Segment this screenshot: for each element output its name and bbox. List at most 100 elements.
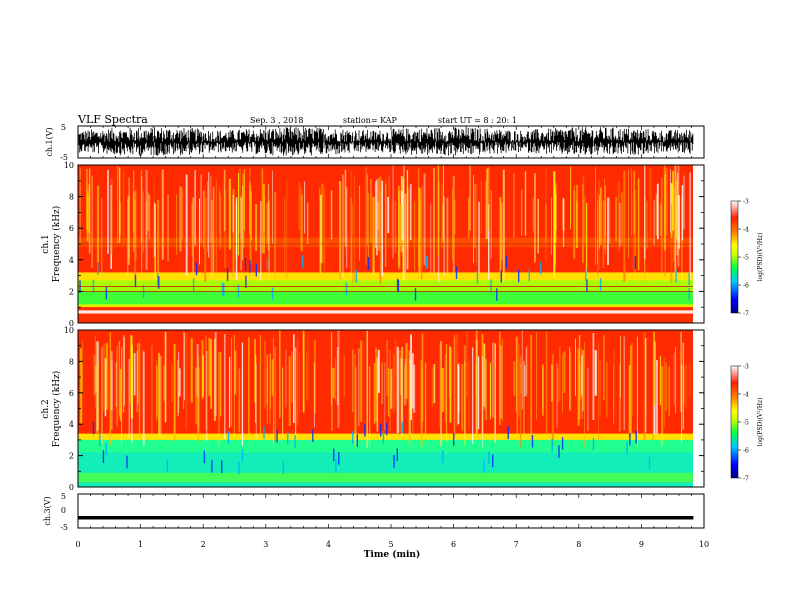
spectrogram-streak xyxy=(79,348,82,425)
spectrogram-streak xyxy=(377,349,380,393)
spectrogram-streak xyxy=(376,357,379,432)
ch1-freq-tick-label-10: 10 xyxy=(64,161,74,170)
spectrogram-streak xyxy=(488,204,490,280)
spectrogram-streak xyxy=(525,347,527,397)
spectrogram-streak xyxy=(563,351,566,393)
spectrogram-streak xyxy=(167,194,169,262)
spectrogram-streak xyxy=(306,352,308,400)
spectrogram-streak xyxy=(119,369,122,421)
spectrogram-blue-spot xyxy=(648,456,651,470)
spectrogram-streak xyxy=(142,191,144,253)
spectrogram-streak xyxy=(332,367,335,399)
ch1-freq-tick-label-0: 0 xyxy=(69,319,74,328)
spectrogram-blue-spot xyxy=(352,431,354,444)
spectrogram-streak xyxy=(502,339,503,421)
spectrogram-blue-spot xyxy=(539,261,542,275)
spectrogram-streak xyxy=(519,355,522,447)
spectrogram-streak xyxy=(609,197,611,244)
ch2-colorbar: -3 -4 -5 -6 -7 log(PSD)(V²/Hz) xyxy=(730,364,764,483)
spectrogram-streak xyxy=(86,168,88,230)
spectrogram-streak xyxy=(279,330,281,419)
spectrogram-streak xyxy=(404,193,407,273)
spectrogram-streak xyxy=(378,178,380,251)
spectrogram-streak xyxy=(632,194,635,270)
spectrogram-streak xyxy=(240,197,242,240)
spectrogram-streak xyxy=(409,184,412,241)
spectrogram-streak xyxy=(643,332,646,440)
spectrogram-streak xyxy=(454,334,456,437)
spectrogram-blue-spot xyxy=(518,269,520,283)
ch3-ytick-top: 5 xyxy=(61,492,66,501)
spectrogram-streak xyxy=(631,167,632,236)
spectrogram-streak xyxy=(373,363,376,425)
spectrogram-streak xyxy=(411,353,414,409)
spectrogram-blue-spot xyxy=(492,454,494,468)
spectrogram-streak xyxy=(350,197,352,279)
spectrogram-streak xyxy=(486,168,488,239)
spectrogram-streak xyxy=(513,173,515,238)
spectrogram-streak xyxy=(319,187,321,275)
spectrogram-streak xyxy=(631,342,633,416)
spectrogram-blue-spot xyxy=(287,431,289,445)
spectrogram-streak xyxy=(659,356,662,406)
spectrogram-streak xyxy=(94,365,97,394)
station-label: station= KAP xyxy=(343,116,398,125)
spectrogram-streak xyxy=(232,188,235,278)
spectrogram-streak xyxy=(681,185,684,241)
spectrogram-streak xyxy=(260,201,262,282)
spectrogram-streak xyxy=(110,360,113,430)
spectrogram-streak xyxy=(255,204,257,252)
spectrogram-streak xyxy=(210,339,212,409)
spectrogram-streak xyxy=(607,197,609,265)
spectrogram-streak xyxy=(408,350,411,445)
spectrogram-streak xyxy=(532,197,534,232)
ch3-ytick-mid: 0 xyxy=(61,506,66,515)
spectrogram-streak xyxy=(468,360,470,432)
spectrogram-streak xyxy=(176,194,177,255)
spectrogram-streak xyxy=(621,192,624,246)
spectrogram-streak xyxy=(628,169,629,259)
spectrogram-streak xyxy=(558,346,561,401)
spectrogram-streak xyxy=(163,365,165,401)
spectrogram-streak xyxy=(158,353,160,437)
spectrogram-streak xyxy=(431,367,434,408)
spectrogram-streak xyxy=(293,334,295,423)
spectrogram-streak xyxy=(208,337,211,396)
spectrogram-streak xyxy=(190,338,193,403)
spectrogram-streak xyxy=(301,194,303,252)
spectrogram-streak xyxy=(468,197,470,238)
ch3-waveform-frame xyxy=(77,493,705,529)
spectrogram-blue-spot xyxy=(222,282,224,296)
ch2-colorbar-tick-label-1: -4 xyxy=(743,392,749,399)
spectrogram-streak xyxy=(430,203,432,275)
spectrogram-streak xyxy=(480,180,482,234)
spectrogram-streak xyxy=(500,345,502,419)
spectrogram-streak xyxy=(302,330,305,412)
spectrogram-streak xyxy=(375,179,378,256)
spectrogram-blue-spot xyxy=(453,433,455,446)
time-axis-tick-label-3: 3 xyxy=(263,540,268,549)
ch2-freq-tick-label-0: 0 xyxy=(69,483,74,492)
time-axis-tick-label-4: 4 xyxy=(326,540,331,549)
spectrogram-streak xyxy=(299,351,300,414)
spectrogram-streak xyxy=(300,187,302,251)
spectrogram-streak xyxy=(634,201,636,256)
spectrogram-blue-spot xyxy=(266,257,269,270)
spectrogram-streak xyxy=(583,195,586,245)
spectrogram-streak xyxy=(354,174,356,282)
spectrogram-blue-spot xyxy=(92,421,95,435)
spectrogram-streak xyxy=(238,173,239,256)
spectrogram-streak xyxy=(513,361,516,396)
spectrogram-streak xyxy=(386,339,388,396)
spectrogram-streak xyxy=(136,350,139,412)
time-axis-tick-label-10: 10 xyxy=(699,540,709,549)
spectrogram-streak xyxy=(234,350,237,395)
spectrogram-streak xyxy=(606,361,608,418)
spectrogram-streak xyxy=(307,359,309,404)
spectrogram-streak xyxy=(523,360,525,441)
spectrogram-streak xyxy=(171,363,173,403)
ch1-waveform-ticks xyxy=(77,126,705,158)
spectrogram-streak xyxy=(197,352,199,442)
spectrogram-streak xyxy=(463,345,466,439)
spectrogram-streak xyxy=(483,343,486,407)
